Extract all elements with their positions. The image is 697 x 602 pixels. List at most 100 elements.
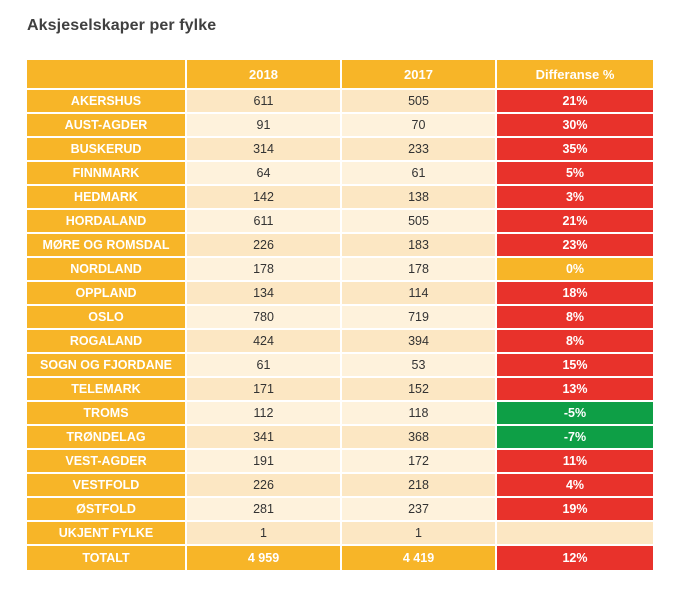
total-2017: 4 419	[342, 546, 497, 572]
table-row: OPPLAND 134 114 18%	[27, 282, 653, 306]
difference-percent: 30%	[497, 114, 653, 138]
header-2018: 2018	[187, 60, 342, 90]
value-2017: 118	[342, 402, 497, 426]
difference-percent: 5%	[497, 162, 653, 186]
table-row: TROMS 112 118 -5%	[27, 402, 653, 426]
header-2017: 2017	[342, 60, 497, 90]
value-2018: 142	[187, 186, 342, 210]
county-name: HORDALAND	[27, 210, 187, 234]
value-2018: 281	[187, 498, 342, 522]
value-2017: 138	[342, 186, 497, 210]
value-2017: 178	[342, 258, 497, 282]
page-title: Aksjeselskaper per fylke	[27, 17, 217, 34]
value-2017: 114	[342, 282, 497, 306]
difference-percent: 4%	[497, 474, 653, 498]
total-difference: 12%	[497, 546, 653, 572]
value-2018: 191	[187, 450, 342, 474]
difference-percent: 21%	[497, 210, 653, 234]
county-name: NORDLAND	[27, 258, 187, 282]
value-2018: 611	[187, 210, 342, 234]
total-row: TOTALT 4 959 4 419 12%	[27, 546, 653, 572]
difference-percent: 13%	[497, 378, 653, 402]
county-name: ROGALAND	[27, 330, 187, 354]
table-row: BUSKERUD 314 233 35%	[27, 138, 653, 162]
table-row: SOGN OG FJORDANE 61 53 15%	[27, 354, 653, 378]
table-row: OSLO 780 719 8%	[27, 306, 653, 330]
county-name: TRØNDELAG	[27, 426, 187, 450]
value-2017: 61	[342, 162, 497, 186]
header-county	[27, 60, 187, 90]
difference-percent: 23%	[497, 234, 653, 258]
difference-percent: 0%	[497, 258, 653, 282]
value-2018: 178	[187, 258, 342, 282]
value-2017: 53	[342, 354, 497, 378]
value-2018: 611	[187, 90, 342, 114]
value-2017: 172	[342, 450, 497, 474]
value-2018: 112	[187, 402, 342, 426]
value-2017: 505	[342, 210, 497, 234]
county-name: SOGN OG FJORDANE	[27, 354, 187, 378]
table-row: UKJENT FYLKE 1 1	[27, 522, 653, 546]
county-name: BUSKERUD	[27, 138, 187, 162]
difference-percent: 3%	[497, 186, 653, 210]
value-2017: 152	[342, 378, 497, 402]
value-2017: 368	[342, 426, 497, 450]
table-body: AKERSHUS 611 505 21% AUST-AGDER 91 70 30…	[27, 90, 653, 572]
county-table: 2018 2017 Differanse % AKERSHUS 611 505 …	[27, 60, 653, 572]
total-label: TOTALT	[27, 546, 187, 572]
county-name: OPPLAND	[27, 282, 187, 306]
value-2017: 394	[342, 330, 497, 354]
value-2018: 314	[187, 138, 342, 162]
county-name: TELEMARK	[27, 378, 187, 402]
difference-percent: 35%	[497, 138, 653, 162]
value-2018: 780	[187, 306, 342, 330]
table-row: HORDALAND 611 505 21%	[27, 210, 653, 234]
difference-percent	[497, 522, 653, 546]
value-2018: 341	[187, 426, 342, 450]
value-2018: 226	[187, 474, 342, 498]
table-row: HEDMARK 142 138 3%	[27, 186, 653, 210]
value-2018: 91	[187, 114, 342, 138]
value-2017: 237	[342, 498, 497, 522]
value-2018: 1	[187, 522, 342, 546]
value-2017: 1	[342, 522, 497, 546]
county-name: FINNMARK	[27, 162, 187, 186]
difference-percent: -7%	[497, 426, 653, 450]
county-name: VEST-AGDER	[27, 450, 187, 474]
table-row: FINNMARK 64 61 5%	[27, 162, 653, 186]
value-2017: 183	[342, 234, 497, 258]
difference-percent: -5%	[497, 402, 653, 426]
table-row: TELEMARK 171 152 13%	[27, 378, 653, 402]
table-row: VEST-AGDER 191 172 11%	[27, 450, 653, 474]
county-name: TROMS	[27, 402, 187, 426]
total-2018: 4 959	[187, 546, 342, 572]
difference-percent: 18%	[497, 282, 653, 306]
difference-percent: 19%	[497, 498, 653, 522]
table-row: NORDLAND 178 178 0%	[27, 258, 653, 282]
county-name: VESTFOLD	[27, 474, 187, 498]
value-2017: 218	[342, 474, 497, 498]
county-name: ØSTFOLD	[27, 498, 187, 522]
county-name: HEDMARK	[27, 186, 187, 210]
value-2017: 70	[342, 114, 497, 138]
value-2018: 171	[187, 378, 342, 402]
value-2018: 61	[187, 354, 342, 378]
table-header-row: 2018 2017 Differanse %	[27, 60, 653, 90]
county-name: MØRE OG ROMSDAL	[27, 234, 187, 258]
value-2018: 64	[187, 162, 342, 186]
table-row: AKERSHUS 611 505 21%	[27, 90, 653, 114]
county-name: AUST-AGDER	[27, 114, 187, 138]
county-name: AKERSHUS	[27, 90, 187, 114]
difference-percent: 11%	[497, 450, 653, 474]
county-name: OSLO	[27, 306, 187, 330]
value-2017: 719	[342, 306, 497, 330]
difference-percent: 8%	[497, 330, 653, 354]
value-2018: 424	[187, 330, 342, 354]
table-row: AUST-AGDER 91 70 30%	[27, 114, 653, 138]
value-2017: 505	[342, 90, 497, 114]
difference-percent: 15%	[497, 354, 653, 378]
table-row: VESTFOLD 226 218 4%	[27, 474, 653, 498]
table-row: ROGALAND 424 394 8%	[27, 330, 653, 354]
difference-percent: 21%	[497, 90, 653, 114]
